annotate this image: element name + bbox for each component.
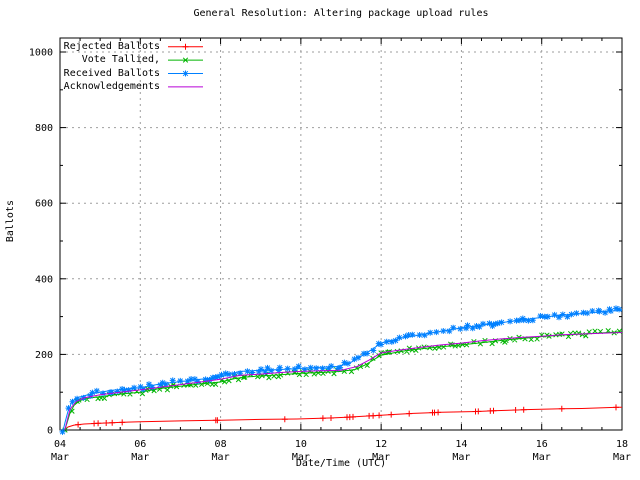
- svg-text:Mar: Mar: [51, 452, 69, 463]
- svg-text:16: 16: [536, 439, 548, 450]
- svg-text:1000: 1000: [29, 48, 53, 59]
- svg-text:Mar: Mar: [613, 452, 631, 463]
- svg-text:Mar: Mar: [533, 452, 551, 463]
- svg-text:400: 400: [35, 274, 53, 285]
- svg-text:06: 06: [134, 439, 146, 450]
- svg-text:08: 08: [215, 439, 227, 450]
- svg-text:Mar: Mar: [131, 452, 149, 463]
- y-axis-label: Ballots: [5, 200, 16, 243]
- x-axis-label: Date/Time (UTC): [295, 458, 387, 469]
- legend-item-rejected-ballots: Rejected Ballots: [63, 41, 160, 52]
- svg-text:0: 0: [47, 426, 53, 437]
- svg-text:Mar: Mar: [372, 452, 390, 463]
- svg-text:14: 14: [455, 439, 467, 450]
- svg-text:600: 600: [35, 199, 53, 210]
- svg-text:04: 04: [54, 439, 66, 450]
- svg-text:200: 200: [35, 350, 53, 361]
- svg-text:Mar: Mar: [452, 452, 470, 463]
- svg-text:12: 12: [375, 439, 387, 450]
- svg-text:10: 10: [295, 439, 307, 450]
- chart-title: General Resolution: Altering package upl…: [193, 8, 489, 19]
- legend: Rejected Ballots Vote Tallied, Received …: [60, 40, 160, 94]
- legend-item-received-ballots: Received Ballots: [63, 67, 160, 79]
- svg-text:Mar: Mar: [292, 452, 310, 463]
- svg-text:800: 800: [35, 123, 53, 134]
- svg-text:Mar: Mar: [212, 452, 230, 463]
- svg-text:18: 18: [616, 439, 628, 450]
- legend-item-acknowledgements: Acknowledgements: [63, 81, 160, 93]
- legend-item-vote-tallied: Vote Tallied,: [81, 54, 160, 66]
